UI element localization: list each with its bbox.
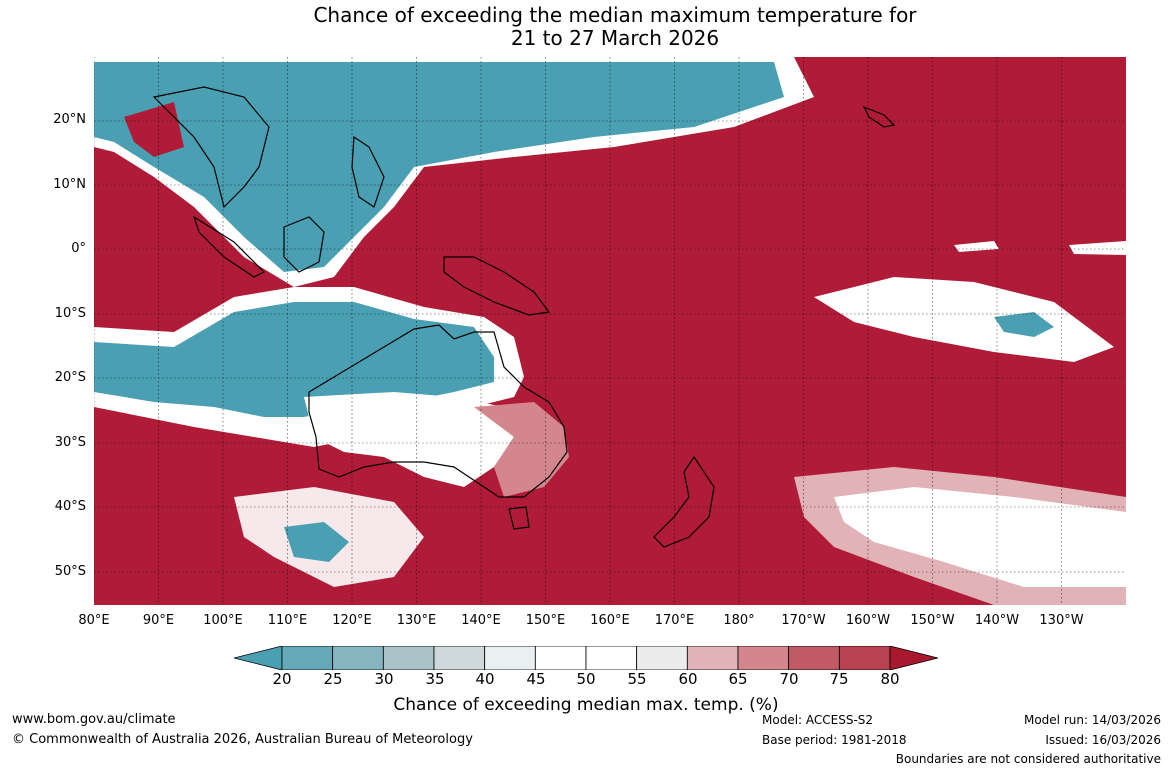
lat-label-20n: 20°N [53,112,86,127]
lon-label-130w: 130°W [1039,613,1084,628]
gridlines [94,57,1126,605]
colorbar-cell [433,646,486,670]
indochina-coastline [152,86,270,209]
colorbar-tick-25: 25 [323,670,343,688]
lon-label-110e: 110°E [267,613,308,628]
colorbar-tick-35: 35 [425,670,445,688]
australia-coastline [308,324,568,498]
warm-region-bengal [124,102,184,157]
new-zealand-coastline [653,455,715,548]
colorbar-tick-20: 20 [272,670,292,688]
lon-label-120e: 120°E [332,613,372,628]
colorbar-cell [281,646,334,670]
colorbar-title: Chance of exceeding median max. temp. (%… [393,695,779,715]
cool-region-north-core [94,62,784,272]
model-text: Model: ACCESS-S2 [762,713,874,727]
neutral-region-equator [954,241,999,252]
issued-text: Issued: 16/03/2026 [1045,733,1161,747]
tasmania-coastline [508,506,530,530]
philippines-coastline [351,135,385,208]
colorbar-cells [234,646,938,670]
cool-region-southern-ocean [284,522,349,562]
lon-label-80e: 80°E [78,613,110,628]
base-period-text: Base period: 1981-2018 [762,733,907,747]
colorbar [234,646,938,670]
hawaii-coastline [862,105,896,128]
colorbar-cell [332,646,384,670]
colorbar-tick-50: 50 [576,670,596,688]
colorbar-cell [788,646,840,670]
website-link[interactable]: www.bom.gov.au/climate [12,712,176,727]
model-run-text: Model run: 14/03/2026 [1023,713,1161,727]
lat-label-50s: 50°S [54,564,86,579]
colorbar-cell [838,646,891,670]
lat-label-10s: 10°S [54,306,86,321]
borneo-coastline [283,216,325,273]
colorbar-tick-55: 55 [627,670,647,688]
lon-label-130e: 130°E [396,613,437,628]
colorbar-cell [534,646,587,670]
map-svg [94,57,1126,605]
lon-label-140w: 140°W [974,613,1020,628]
lat-label-30s: 30°S [54,435,86,450]
coastlines [152,86,896,548]
sumatra-coastline [192,215,266,278]
colorbar-tick-65: 65 [728,670,748,688]
colorbar-arrow-high [889,646,938,670]
lon-label-170w: 170°W [781,613,826,628]
colorbar-arrow-low [234,646,283,670]
colorbar-tick-30: 30 [374,670,394,688]
map-title: Chance of exceeding the median maximum t… [0,4,1173,50]
lat-label-0: 0° [71,241,86,256]
colorbar-cell [686,646,739,670]
colorbar-tick-80: 80 [880,670,900,688]
lon-label-100e: 100°E [203,613,243,628]
colorbar-tick-45: 45 [526,670,546,688]
colorbar-tick-70: 70 [779,670,799,688]
colorbar-tick-75: 75 [829,670,849,688]
colorbar-cell [737,646,790,670]
lat-label-10n: 10°N [53,177,86,192]
lon-label-150w: 150°W [910,613,955,628]
colorbar-cell [484,646,536,670]
colorbar-tick-40: 40 [475,670,495,688]
lon-label-160e: 160°E [590,613,630,628]
lat-label-40s: 40°S [54,499,86,514]
title-line-1: Chance of exceeding the median maximum t… [313,3,917,27]
colorbar-cell [382,646,435,670]
lon-label-180: 180° [723,613,755,628]
neutral-region-equator-east [1069,241,1126,255]
lon-label-140e: 140°E [461,613,501,628]
lon-label-90e: 90°E [142,613,175,628]
neutral-region-australia [304,392,514,487]
forecast-map [94,57,1126,605]
colorbar-tick-60: 60 [678,670,698,688]
neutral-region-central-pacific [814,277,1114,362]
disclaimer-text: Boundaries are not considered authoritat… [895,752,1161,766]
lon-label-170e: 170°E [654,613,695,628]
neutral-region-se-pacific [834,487,1126,587]
colorbar-cell [636,646,688,670]
lon-label-160w: 160°W [845,613,891,628]
cool-region-tropics [94,302,494,417]
new-guinea-coastline [443,256,551,316]
title-line-2: 21 to 27 March 2026 [510,26,720,50]
lon-label-150e: 150°E [525,613,566,628]
copyright-text: © Commonwealth of Australia 2026, Austra… [12,732,473,747]
lat-label-20s: 20°S [54,370,86,385]
colorbar-cell [585,646,638,670]
cool-region-central-pacific [994,312,1054,337]
